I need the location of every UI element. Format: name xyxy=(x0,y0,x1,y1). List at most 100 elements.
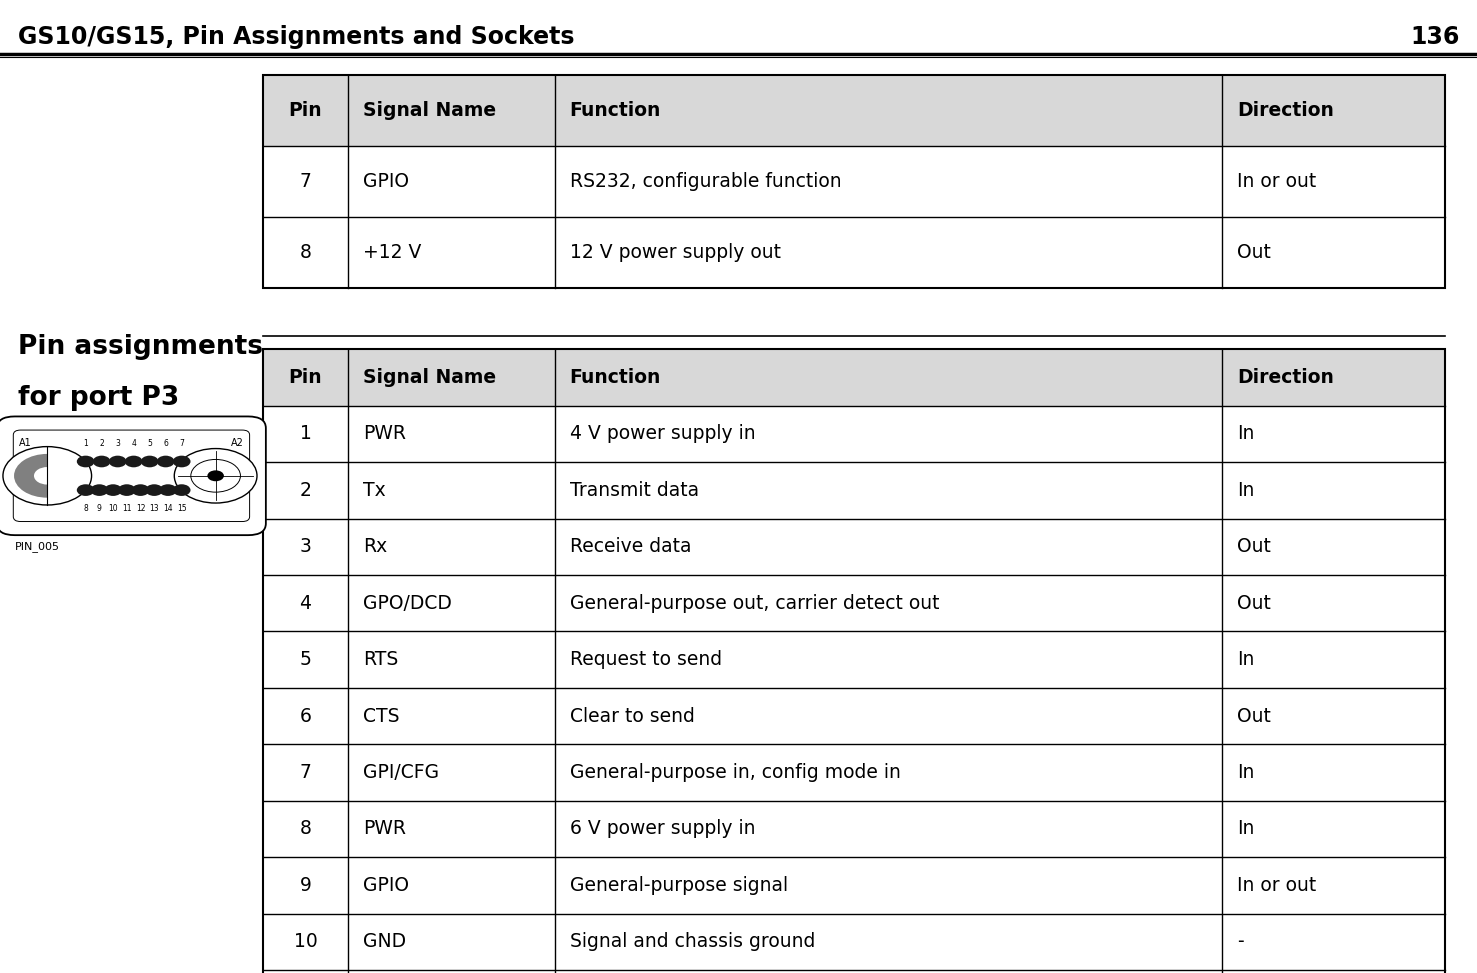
Text: 14: 14 xyxy=(162,504,173,513)
Text: 1: 1 xyxy=(300,424,312,444)
Text: 7: 7 xyxy=(300,172,312,191)
Text: Transmit data: Transmit data xyxy=(570,481,699,500)
Text: Direction: Direction xyxy=(1238,101,1334,120)
Bar xyxy=(263,462,1445,519)
Text: 9: 9 xyxy=(97,504,102,513)
Bar xyxy=(263,349,1445,973)
Text: General-purpose in, config mode in: General-purpose in, config mode in xyxy=(570,763,901,782)
Text: 1: 1 xyxy=(83,439,89,448)
Text: 15: 15 xyxy=(177,504,186,513)
Wedge shape xyxy=(15,453,47,498)
Bar xyxy=(263,688,1445,744)
Text: A2: A2 xyxy=(230,438,244,448)
Circle shape xyxy=(131,485,149,496)
Bar xyxy=(263,75,1445,288)
Bar xyxy=(263,75,1445,146)
Text: 7: 7 xyxy=(179,439,185,448)
Circle shape xyxy=(93,455,111,467)
Text: 5: 5 xyxy=(148,439,152,448)
Bar xyxy=(263,744,1445,801)
Text: 4 V power supply in: 4 V power supply in xyxy=(570,424,755,444)
Text: In or out: In or out xyxy=(1238,172,1316,191)
Text: GPIO: GPIO xyxy=(363,876,409,895)
Bar xyxy=(263,349,1445,406)
Text: -: - xyxy=(1238,932,1244,952)
Bar xyxy=(263,801,1445,857)
Text: Pin: Pin xyxy=(288,368,322,387)
Text: GPI/CFG: GPI/CFG xyxy=(363,763,439,782)
Text: Receive data: Receive data xyxy=(570,537,691,557)
Text: 12: 12 xyxy=(136,504,145,513)
Text: CTS: CTS xyxy=(363,706,399,726)
Bar xyxy=(263,519,1445,575)
Bar xyxy=(263,406,1445,462)
Circle shape xyxy=(157,455,174,467)
Text: 8: 8 xyxy=(300,243,312,262)
Bar xyxy=(263,217,1445,288)
Text: In: In xyxy=(1238,650,1254,669)
Text: Signal and chassis ground: Signal and chassis ground xyxy=(570,932,815,952)
Text: 136: 136 xyxy=(1411,25,1459,49)
Text: 12 V power supply out: 12 V power supply out xyxy=(570,243,780,262)
Bar xyxy=(263,970,1445,973)
Text: 6 V power supply in: 6 V power supply in xyxy=(570,819,755,839)
Text: Direction: Direction xyxy=(1238,368,1334,387)
Text: Signal Name: Signal Name xyxy=(363,101,496,120)
Text: Function: Function xyxy=(570,101,660,120)
Text: In: In xyxy=(1238,424,1254,444)
Text: Rx: Rx xyxy=(363,537,387,557)
Bar xyxy=(263,857,1445,914)
Text: 4: 4 xyxy=(300,594,312,613)
Text: 4: 4 xyxy=(131,439,136,448)
Circle shape xyxy=(109,455,127,467)
Circle shape xyxy=(3,447,92,505)
Text: Out: Out xyxy=(1238,243,1272,262)
Bar xyxy=(263,914,1445,970)
Text: 7: 7 xyxy=(300,763,312,782)
Text: 6: 6 xyxy=(300,706,312,726)
Text: 6: 6 xyxy=(164,439,168,448)
Text: General-purpose out, carrier detect out: General-purpose out, carrier detect out xyxy=(570,594,939,613)
Text: 3: 3 xyxy=(115,439,120,448)
Text: 8: 8 xyxy=(300,819,312,839)
Text: Clear to send: Clear to send xyxy=(570,706,694,726)
Text: 10: 10 xyxy=(294,932,318,952)
Text: for port P3: for port P3 xyxy=(18,384,179,411)
Bar xyxy=(263,146,1445,217)
Text: In: In xyxy=(1238,819,1254,839)
Bar xyxy=(263,631,1445,688)
Text: Request to send: Request to send xyxy=(570,650,722,669)
Text: 3: 3 xyxy=(300,537,312,557)
Text: RS232, configurable function: RS232, configurable function xyxy=(570,172,842,191)
Circle shape xyxy=(77,455,95,467)
Circle shape xyxy=(90,485,108,496)
FancyBboxPatch shape xyxy=(0,416,266,535)
Circle shape xyxy=(160,485,177,496)
Text: GPO/DCD: GPO/DCD xyxy=(363,594,452,613)
Circle shape xyxy=(124,455,142,467)
Text: Function: Function xyxy=(570,368,660,387)
Text: A1: A1 xyxy=(19,438,32,448)
Text: GS10/GS15, Pin Assignments and Sockets: GS10/GS15, Pin Assignments and Sockets xyxy=(18,25,575,49)
Text: In: In xyxy=(1238,763,1254,782)
Text: 5: 5 xyxy=(300,650,312,669)
Text: RTS: RTS xyxy=(363,650,397,669)
Text: 10: 10 xyxy=(108,504,118,513)
Text: Pin assignments: Pin assignments xyxy=(18,334,263,360)
Bar xyxy=(263,575,1445,631)
Circle shape xyxy=(173,485,191,496)
Text: 9: 9 xyxy=(300,876,312,895)
Circle shape xyxy=(207,470,225,482)
Circle shape xyxy=(145,485,162,496)
Text: GND: GND xyxy=(363,932,406,952)
Text: PWR: PWR xyxy=(363,819,406,839)
Text: Tx: Tx xyxy=(363,481,385,500)
Text: Out: Out xyxy=(1238,706,1272,726)
Circle shape xyxy=(173,455,191,467)
Circle shape xyxy=(105,485,123,496)
Text: Out: Out xyxy=(1238,594,1272,613)
Text: Out: Out xyxy=(1238,537,1272,557)
Text: Pin: Pin xyxy=(288,101,322,120)
Circle shape xyxy=(118,485,136,496)
Text: GPIO: GPIO xyxy=(363,172,409,191)
